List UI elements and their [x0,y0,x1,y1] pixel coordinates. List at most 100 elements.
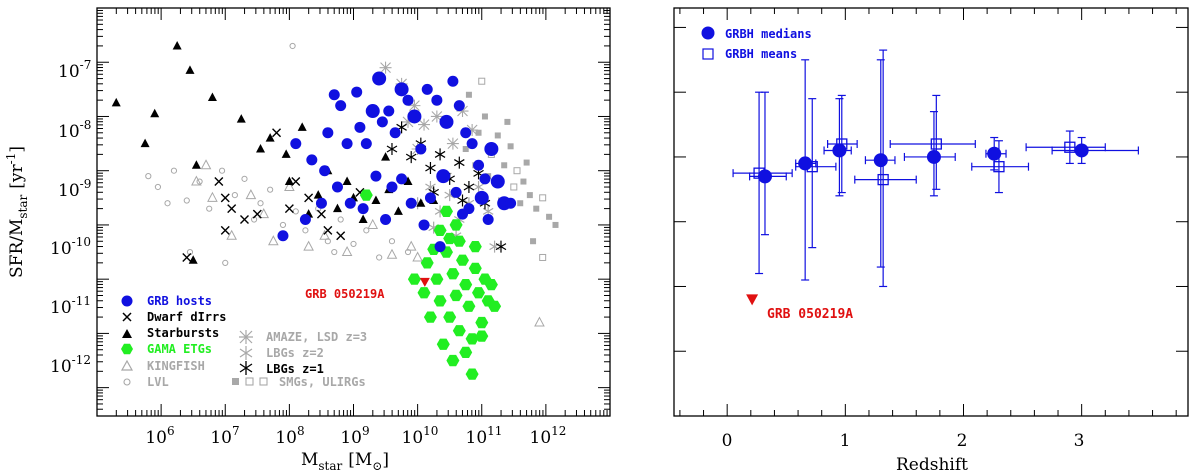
x-tick-label-1e7: 107 [210,424,239,448]
lbgs-z-1-point [463,180,475,193]
legend-marker-kingfish [120,359,134,371]
lvl-point [376,254,383,261]
gama-etgs-point [443,311,457,323]
grb-hosts-point [351,86,363,98]
legend-item-lvl: LVL [123,375,169,389]
gama-etgs-point [468,241,482,253]
lvl-point [183,197,190,204]
grb-hosts-point [331,181,343,193]
gama-etgs-point [446,354,460,367]
grbh-medians-point [1074,143,1089,158]
lvl-point [170,167,178,174]
lbgs-z-1-point [453,156,465,169]
lvl-point [241,175,248,182]
smgs-ulirgs-point [526,192,533,199]
grb-hosts-point [453,100,465,112]
starbursts-point [256,144,266,153]
x-tick-label-1e8: 108 [275,424,304,448]
grb-hosts-point [370,170,382,182]
grb-hosts-point [505,197,517,209]
legend-item-gama-etgs: GAMA ETGs [121,342,212,356]
grb-hosts-point [482,214,494,226]
right-data-points [732,49,1139,306]
x-tick-label-1e9: 109 [340,424,369,448]
x-tick-label-1e10: 1010 [402,424,439,448]
starbursts-point [150,108,160,118]
grb-hosts-point [376,116,388,128]
gama-etgs-point [475,316,489,329]
grb-hosts-point [434,241,446,253]
legend-item-grb-hosts: GRB hosts [121,294,212,308]
starbursts-point [188,255,198,264]
grb-hosts-point [431,94,443,106]
legend-label-kingfish: KINGFISH [147,359,205,373]
legend-marker-starbursts [122,329,132,338]
gama-etgs-point [456,254,469,266]
starbursts-point [284,176,294,186]
grb-hosts-point [306,154,318,166]
lbgs-z-2-point [489,240,500,253]
lvl-point [404,248,412,256]
gama-etgs-point [446,268,460,280]
lvl-point [324,238,331,245]
smgs-ulirgs-point [501,162,508,169]
gama-etgs-point [462,300,476,312]
lvl-point [289,42,296,50]
dwarf-dirrs-point [323,225,333,235]
grb-hosts-point [447,75,459,87]
gama-etgs-point [433,295,447,307]
right-x-tick-label-2: 2 [957,431,968,451]
gama-etgs-point [436,338,450,350]
legend-marker-lvl [123,378,131,386]
starbursts-point [207,92,217,101]
grb-hosts-point [424,192,436,204]
right-x-axis-label: Redshift [896,455,968,473]
gama-etgs-point [440,205,453,217]
gama-etgs-point [449,289,463,302]
legend-marker-grb-hosts [121,295,133,307]
legend-marker-grbh-medians [701,26,715,40]
gama-etgs-point [468,262,482,274]
grbh-means-point [806,161,818,173]
left-data-points [111,40,559,380]
starbursts-point [342,176,352,186]
legend-label-amaze-lsd: AMAZE, LSD z=3 [266,330,367,344]
starbursts-point [313,190,323,199]
gama-etgs-point [420,257,434,269]
right-panel: 0 1 2 3 Redshift GRB 050219A GRBH median… [673,7,1189,473]
right-plot-frame [673,7,1189,417]
kingfish-point [319,229,330,240]
kingfish-point [268,235,279,246]
legend-item-lbgs-z2: LBGs z=2 [239,346,324,360]
grbh-means-point [836,138,848,150]
amaze-lsd-z-3-point [430,110,443,123]
grbh-medians-point [987,146,1002,161]
starbursts-point [191,160,201,169]
legend-label-gama-etgs: GAMA ETGs [147,342,212,356]
gama-etgs-point [417,287,431,299]
lvl-point [388,238,396,245]
legend-marker-gama-etgs [121,343,133,355]
legend-item-grbh-means: GRBH means [702,47,797,61]
smgs-ulirgs-point [539,194,547,202]
lvl-point [231,192,238,199]
gama-etgs-point [484,279,498,291]
dwarf-dirrs-point [272,128,282,138]
grb-hosts-point [421,83,433,95]
smgs-ulirgs-point [513,167,521,175]
grb-hosts-point [394,82,409,97]
grb-hosts-point [360,138,372,150]
smgs-ulirgs-point [539,253,547,261]
lvl-point [363,227,370,234]
grb050219a-marker [419,277,430,287]
left-y-axis-label: SFR/Mstar[yr-1] [4,146,30,278]
lbgs-z-1-point [425,161,436,174]
gama-etgs-point [423,311,437,323]
grb-hosts-point [380,214,392,226]
y-tick-label-1e-10: 10-10 [50,235,91,259]
kingfish-point [303,240,314,251]
smgs-ulirgs-point [523,159,530,166]
legend-marker-smgs-open-2 [259,377,268,386]
legend-item-lbgs-z1: LBGs z=1 [239,361,324,376]
grb-hosts-point [290,138,302,150]
